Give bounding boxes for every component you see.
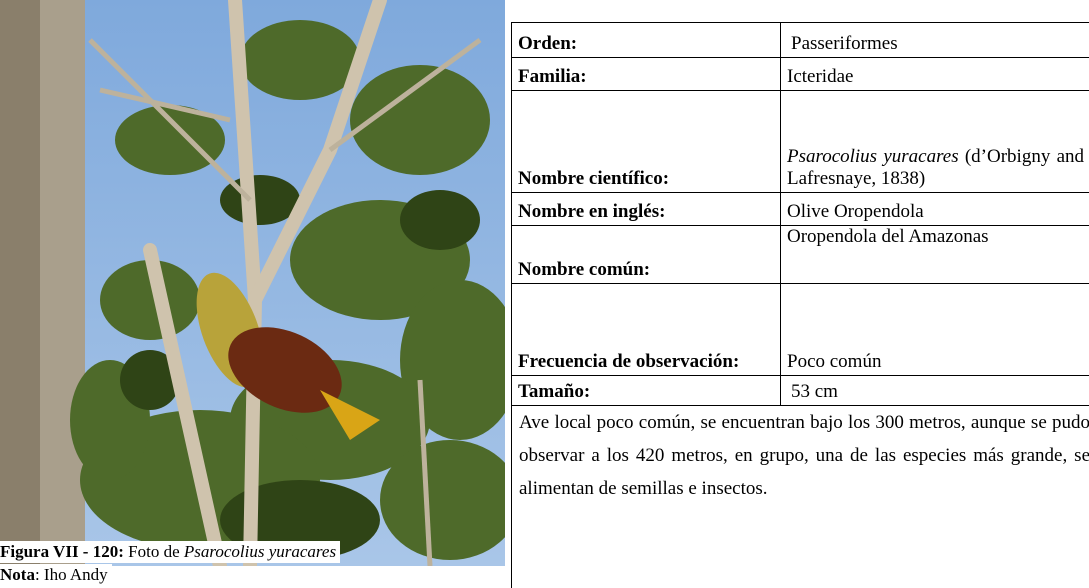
row-value: 53 cm — [780, 375, 1089, 406]
row-label: Tamaño: — [512, 375, 781, 406]
species-table: Orden: Passeriformes Familia: Icteridae No… — [512, 22, 1089, 406]
caption-label: Figura VII - 120: — [0, 542, 124, 561]
species-sheet: Orden: Passeriformes Familia: Icteridae No… — [511, 22, 1089, 588]
note-label: Nota — [0, 565, 35, 584]
row-label: Nombre científico: — [512, 90, 781, 193]
row-label: Nombre común: — [512, 225, 781, 284]
figure-note: Nota: Iho Andy — [0, 564, 112, 586]
note-text: : Iho Andy — [34, 565, 108, 584]
scientific-author: (d’Orbigny and Lafresnaye, 1838) — [787, 146, 1084, 189]
bird-photo — [0, 0, 505, 566]
figure-caption: Figura VII - 120: Foto de Psarocolius yu… — [0, 541, 341, 563]
row-value: Icteridae — [780, 57, 1089, 91]
row-value: Psarocolius yuracares (d’Orbigny and Laf… — [780, 90, 1089, 193]
row-label: Orden: — [512, 22, 781, 58]
row-value: Olive Oropendola — [780, 192, 1089, 226]
row-label: Nombre en inglés: — [512, 192, 781, 226]
row-value: Poco común — [780, 283, 1089, 376]
row-value: Passeriformes — [780, 22, 1089, 58]
description: Ave local poco común, se encuentran bajo… — [519, 412, 1089, 499]
scientific-name: Psarocolius yuracares — [787, 146, 959, 167]
caption-text: Foto de — [128, 542, 180, 561]
caption-species: Psarocolius yuracares — [183, 542, 337, 561]
row-label: Familia: — [512, 57, 781, 91]
row-label: Frecuencia de observación: — [512, 283, 781, 376]
row-value: Oropendola del Amazonas — [780, 225, 1089, 284]
